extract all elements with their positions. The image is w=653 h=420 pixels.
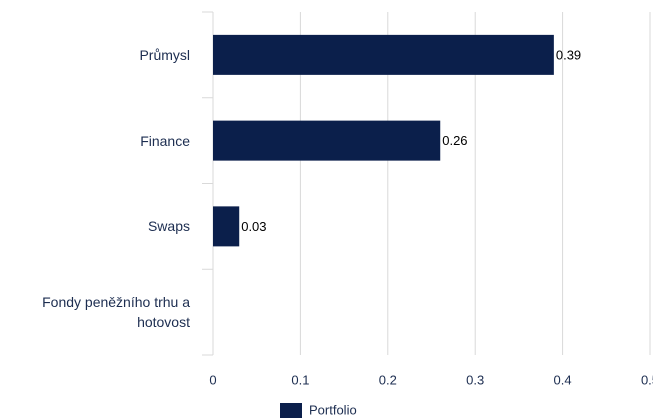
x-tick-label: 0.4: [554, 372, 572, 387]
data-label: 0.26: [442, 133, 467, 148]
legend-label: Portfolio: [309, 402, 357, 417]
x-tick-label: 0.2: [379, 372, 397, 387]
x-tick-label: 0.5: [641, 372, 653, 387]
y-tick-label: Finance: [140, 132, 190, 149]
y-tick-label: Fondy peněžního trhu a hotovost: [42, 294, 190, 331]
bar: [213, 34, 554, 75]
data-label: 0.03: [241, 219, 266, 234]
y-tick-label: Průmysl: [139, 46, 190, 63]
x-tick-label: 0.3: [466, 372, 484, 387]
bar: [213, 206, 240, 247]
legend-swatch: [280, 403, 302, 418]
x-tick-label: 0: [209, 372, 216, 387]
data-label: 0.39: [556, 47, 581, 62]
y-tick-label: Swaps: [147, 218, 190, 235]
x-tick-label: 0.1: [291, 372, 309, 387]
bar: [213, 120, 441, 161]
